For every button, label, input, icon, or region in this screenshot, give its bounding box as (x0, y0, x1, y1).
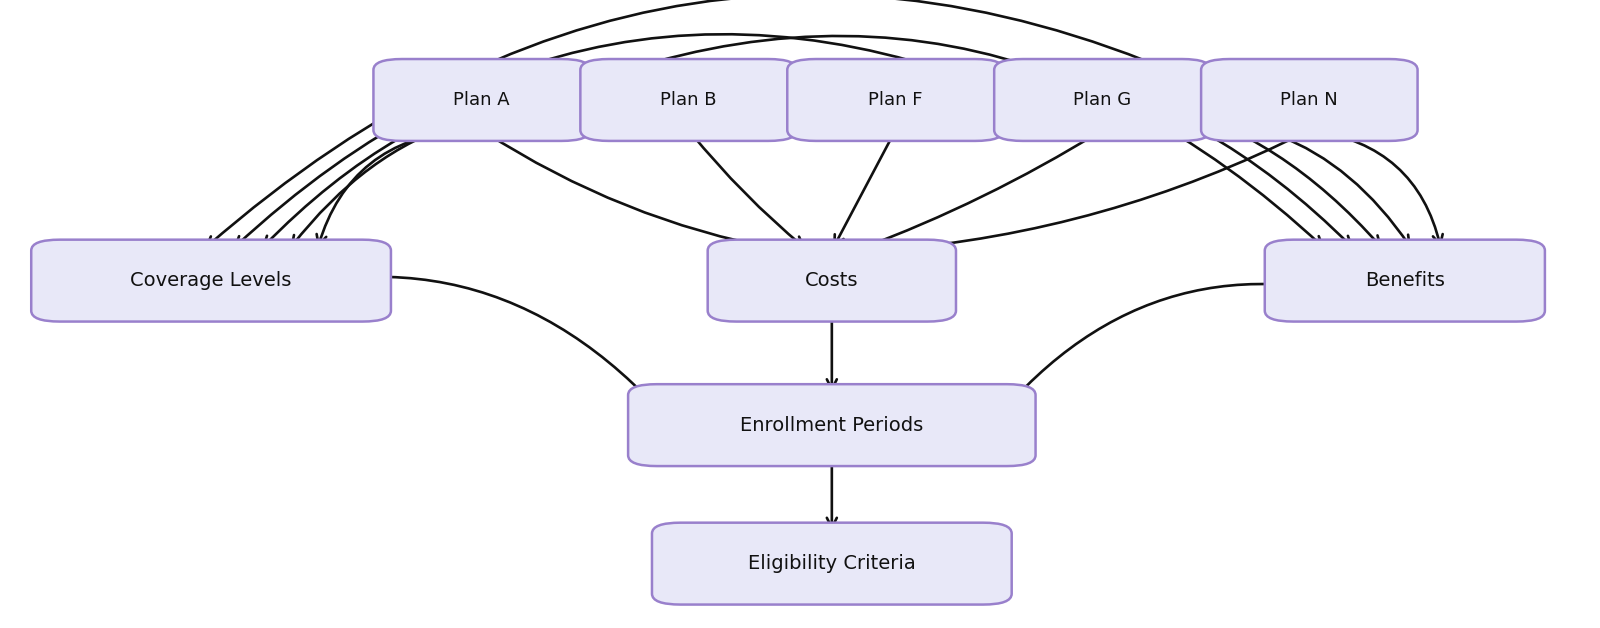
Text: Eligibility Criteria: Eligibility Criteria (747, 554, 915, 573)
Text: Plan N: Plan N (1280, 91, 1338, 109)
FancyBboxPatch shape (787, 59, 1003, 141)
FancyBboxPatch shape (994, 59, 1211, 141)
FancyBboxPatch shape (651, 522, 1011, 605)
FancyBboxPatch shape (373, 59, 590, 141)
Text: Enrollment Periods: Enrollment Periods (741, 416, 923, 435)
FancyBboxPatch shape (581, 59, 797, 141)
Text: Benefits: Benefits (1365, 271, 1445, 290)
Text: Plan A: Plan A (453, 91, 510, 109)
Text: Costs: Costs (805, 271, 859, 290)
FancyBboxPatch shape (629, 384, 1035, 466)
Text: Plan G: Plan G (1074, 91, 1131, 109)
FancyBboxPatch shape (707, 240, 955, 322)
FancyBboxPatch shape (1264, 240, 1546, 322)
Text: Coverage Levels: Coverage Levels (130, 271, 291, 290)
Text: Plan B: Plan B (661, 91, 717, 109)
FancyBboxPatch shape (32, 240, 390, 322)
FancyBboxPatch shape (1202, 59, 1418, 141)
Text: Plan F: Plan F (869, 91, 923, 109)
